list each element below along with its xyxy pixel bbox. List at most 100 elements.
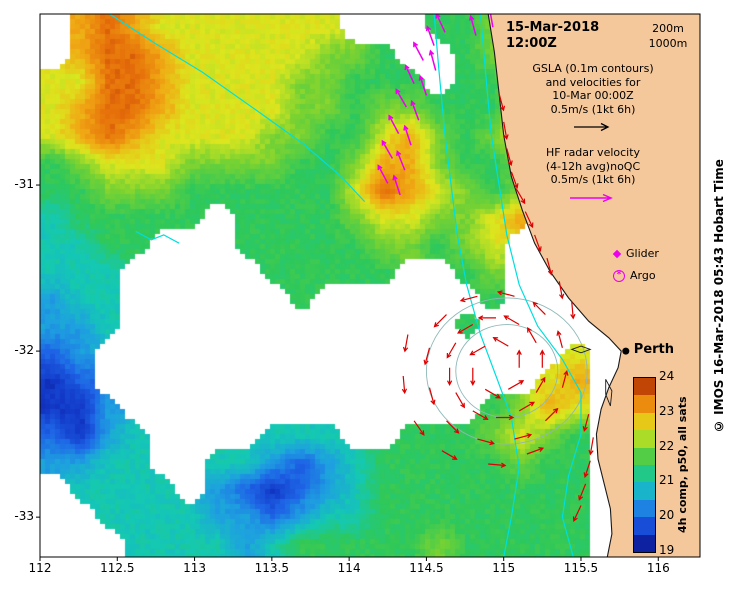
velocity-arrow [544, 407, 559, 422]
velocity-arrow [561, 369, 569, 388]
velocity-arrow [477, 438, 496, 446]
velocity-arrow [469, 345, 486, 356]
colorbar-segment [634, 430, 655, 448]
colorbar-segment [634, 464, 655, 483]
velocity-arrow [503, 315, 520, 326]
velocity-arrow [508, 380, 525, 390]
colorbar-segment [634, 395, 655, 413]
velocity-arrow [418, 74, 428, 96]
velocity-arrow [468, 14, 477, 36]
velocity-arrow [428, 387, 436, 406]
hf-radar-legend: HF radar velocity (4-12h avg)noQC 0.5m/s… [524, 146, 662, 206]
colorbar-tick-label: 24 [659, 369, 675, 383]
velocity-arrow [433, 314, 447, 328]
velocity-arrow [423, 347, 431, 366]
date-label: 15-Mar-2018 [506, 20, 600, 35]
gsla-legend-line4: 0.5m/s (1kt 6h) [550, 102, 636, 116]
velocity-arrow [446, 367, 453, 386]
velocity-arrow [404, 64, 415, 85]
velocity-arrow [489, 14, 494, 28]
depth-1000-label: 1000m [648, 37, 688, 50]
colorbar-segment [634, 378, 655, 396]
velocity-arrow [526, 447, 545, 455]
velocity-arrow [583, 460, 591, 479]
velocity-arrow [515, 188, 526, 205]
colorbar-segment [634, 534, 655, 552]
velocity-arrow [457, 323, 474, 334]
velocity-arrow [413, 41, 424, 61]
colorbar-tick-label: 20 [659, 508, 675, 523]
hf-scale-arrow-icon [570, 193, 613, 202]
glider-legend: Glider [612, 247, 659, 260]
velocity-arrow [556, 330, 563, 348]
x-tick-label: 116 [646, 561, 670, 575]
velocity-arrow [498, 93, 506, 112]
y-tick-label: -32 [14, 343, 34, 358]
x-tick-label: 115.5 [563, 561, 599, 575]
velocity-arrow [381, 139, 394, 159]
velocity-arrow [488, 462, 507, 468]
velocity-arrow [503, 121, 509, 140]
velocity-arrow [435, 14, 446, 33]
colorbar-segment [634, 482, 655, 500]
velocity-arrow [496, 414, 515, 421]
velocity-arrow [527, 327, 537, 344]
velocity-arrow [446, 342, 457, 359]
depth-contour-legend: 200m 1000m [642, 21, 694, 51]
velocity-arrow [377, 164, 389, 184]
velocity-arrow [455, 392, 465, 409]
velocity-arrow [472, 410, 489, 421]
velocity-arrow [484, 388, 502, 399]
x-tick-label: 113.5 [254, 561, 290, 575]
velocity-arrow [539, 349, 546, 368]
velocity-arrow [477, 315, 496, 321]
velocity-arrow [401, 375, 408, 395]
velocity-arrow [588, 437, 594, 456]
island-outline [570, 345, 592, 354]
hf-legend-line2: (4-12h avg)noQC [545, 159, 641, 173]
y-tick-label: -33 [14, 509, 34, 524]
gsla-legend-line3: 10-Mar 00:00Z [552, 89, 634, 102]
velocity-arrow [425, 25, 435, 46]
velocity-arrow [535, 376, 546, 393]
velocity-arrow [395, 88, 407, 108]
argo-marker-icon: * [613, 269, 625, 282]
velocity-arrow [506, 148, 513, 167]
colorbar [633, 377, 656, 553]
x-tick-label: 113 [183, 561, 207, 575]
colorbar-tick-label: 22 [659, 438, 675, 453]
glider-marker-icon [612, 249, 622, 258]
velocity-arrow [516, 349, 522, 368]
velocity-arrow [572, 505, 582, 523]
velocity-arrow [510, 171, 519, 189]
colorbar-segment [634, 447, 655, 465]
velocity-arrow [403, 124, 412, 146]
colorbar-segment [634, 499, 655, 518]
velocity-arrow [428, 49, 437, 71]
velocity-arrow [532, 301, 546, 316]
hf-legend-line3: 0.5m/s (1kt 6h) [550, 173, 636, 186]
time-label: 12:00Z [506, 36, 557, 51]
velocity-arrow [524, 211, 534, 229]
argo-label: Argo [630, 269, 656, 282]
glider-label: Glider [626, 247, 659, 260]
velocity-arrow [546, 257, 553, 276]
velocity-arrow [578, 483, 587, 501]
x-tick-label: 112 [28, 561, 52, 575]
colorbar-tick-label: 19 [659, 543, 675, 557]
x-tick-label: 112.5 [100, 561, 135, 575]
velocity-arrow [496, 290, 515, 297]
colorbar-segment [634, 517, 655, 535]
velocity-arrow [492, 336, 509, 347]
gsla-scale-arrow-icon [574, 122, 610, 132]
depth-contour [109, 14, 366, 203]
x-tick-label: 114.5 [409, 561, 444, 575]
depth-contour [479, 14, 582, 557]
velocity-arrow [558, 281, 565, 300]
hf-legend-line1: HF radar velocity [545, 146, 641, 159]
city-dot [622, 347, 630, 355]
depth-contour [135, 230, 180, 244]
gsla-legend: GSLA (0.1m contours) and velocities for … [524, 62, 662, 136]
x-tick-label: 114 [337, 561, 361, 575]
gsla-velocity-arrows [401, 93, 594, 523]
